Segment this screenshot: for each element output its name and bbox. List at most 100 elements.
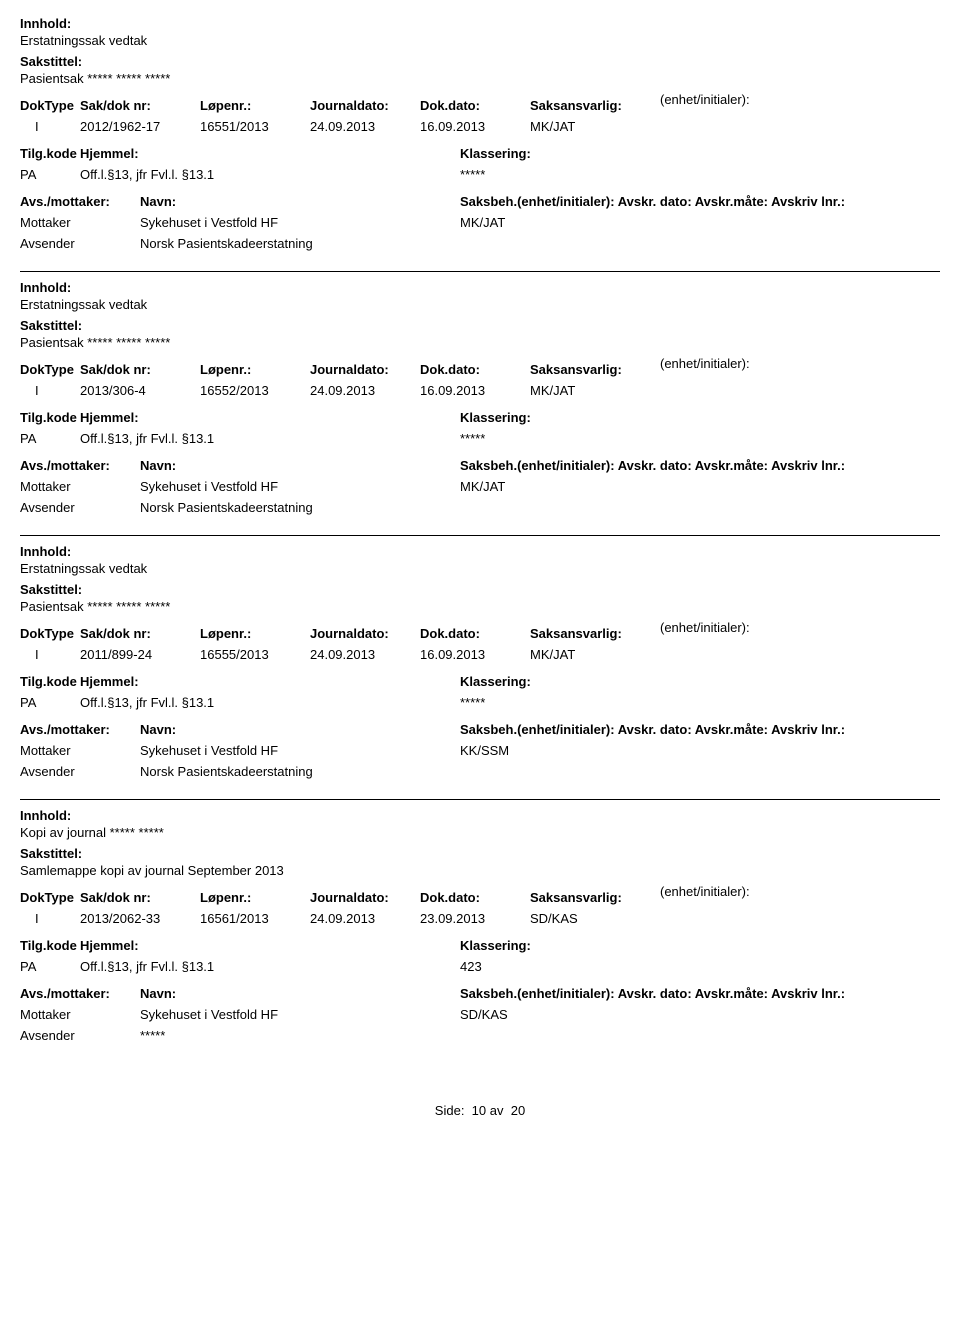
mottaker-navn: Sykehuset i Vestfold HF [140, 479, 460, 494]
saksansv-label: Saksansvarlig: [530, 98, 660, 113]
lopenr-value: 16555/2013 [200, 647, 310, 662]
enhet-label: (enhet/initialer): [660, 356, 940, 377]
hjemmel-label: Hjemmel: [80, 146, 460, 161]
innhold-value: Erstatningssak vedtak [20, 561, 940, 576]
sakdok-value: 2013/306-4 [80, 383, 200, 398]
enhet-value [660, 383, 940, 398]
avsender-navn: Norsk Pasientskadeerstatning [140, 236, 460, 251]
sakstittel-label: Sakstittel: [20, 582, 940, 597]
saksansv-label: Saksansvarlig: [530, 890, 660, 905]
journal-record: Innhold: Erstatningssak vedtak Sakstitte… [20, 544, 940, 800]
mottaker-saksbeh: KK/SSM [460, 743, 940, 758]
klassering-label: Klassering: [460, 146, 940, 161]
avsender-role: Avsender [20, 236, 140, 251]
mottaker-role: Mottaker [20, 743, 140, 758]
avsender-navn: Norsk Pasientskadeerstatning [140, 500, 460, 515]
innhold-value: Erstatningssak vedtak [20, 297, 940, 312]
ddato-label: Dok.dato: [420, 98, 530, 113]
saksansv-value: MK/JAT [530, 647, 660, 662]
ddato-value: 16.09.2013 [420, 119, 530, 134]
sakdok-label: Sak/dok nr: [80, 626, 200, 641]
navn-label: Navn: [140, 458, 460, 473]
avsender-role: Avsender [20, 1028, 140, 1043]
footer-page: 10 [472, 1103, 486, 1118]
doktype-value: I [20, 647, 80, 662]
avsmottaker-label: Avs./mottaker: [20, 458, 140, 473]
jdato-value: 24.09.2013 [310, 119, 420, 134]
sakstittel-value: Pasientsak ***** ***** ***** [20, 71, 940, 86]
jdato-value: 24.09.2013 [310, 383, 420, 398]
sakstittel-value: Pasientsak ***** ***** ***** [20, 335, 940, 350]
doktype-value: I [20, 383, 80, 398]
navn-label: Navn: [140, 194, 460, 209]
mottaker-navn: Sykehuset i Vestfold HF [140, 743, 460, 758]
jdato-label: Journaldato: [310, 362, 420, 377]
mottaker-role: Mottaker [20, 479, 140, 494]
lopenr-value: 16551/2013 [200, 119, 310, 134]
journal-record: Innhold: Erstatningssak vedtak Sakstitte… [20, 16, 940, 272]
lopenr-label: Løpenr.: [200, 626, 310, 641]
avsender-navn: Norsk Pasientskadeerstatning [140, 764, 460, 779]
saksbeh-label: Saksbeh.(enhet/initialer): Avskr. dato: … [460, 458, 940, 473]
sakdok-label: Sak/dok nr: [80, 362, 200, 377]
klassering-value: ***** [460, 431, 940, 446]
sakstittel-label: Sakstittel: [20, 318, 940, 333]
journal-record: Innhold: Kopi av journal ***** ***** Sak… [20, 808, 940, 1063]
avsender-saksbeh [460, 500, 940, 515]
saksbeh-label: Saksbeh.(enhet/initialer): Avskr. dato: … [460, 194, 940, 209]
jdato-label: Journaldato: [310, 626, 420, 641]
avsmottaker-label: Avs./mottaker: [20, 986, 140, 1001]
page-footer: Side: 10 av 20 [20, 1103, 940, 1118]
sakdok-value: 2013/2062-33 [80, 911, 200, 926]
saksbeh-label: Saksbeh.(enhet/initialer): Avskr. dato: … [460, 986, 940, 1001]
klassering-label: Klassering: [460, 410, 940, 425]
mottaker-saksbeh: SD/KAS [460, 1007, 940, 1022]
tilgkode-label: Tilg.kode [20, 674, 80, 689]
mottaker-navn: Sykehuset i Vestfold HF [140, 215, 460, 230]
mottaker-role: Mottaker [20, 215, 140, 230]
sakstittel-label: Sakstittel: [20, 54, 940, 69]
enhet-label: (enhet/initialer): [660, 92, 940, 113]
saksbeh-label: Saksbeh.(enhet/initialer): Avskr. dato: … [460, 722, 940, 737]
avsender-saksbeh [460, 764, 940, 779]
doktype-value: I [20, 911, 80, 926]
footer-av: av [490, 1103, 504, 1118]
tilgkode-value: PA [20, 431, 80, 446]
tilgkode-label: Tilg.kode [20, 146, 80, 161]
sakdok-label: Sak/dok nr: [80, 890, 200, 905]
saksansv-label: Saksansvarlig: [530, 362, 660, 377]
sakstittel-label: Sakstittel: [20, 846, 940, 861]
klassering-label: Klassering: [460, 938, 940, 953]
avsender-navn: ***** [140, 1028, 460, 1043]
lopenr-label: Løpenr.: [200, 362, 310, 377]
sakstittel-value: Pasientsak ***** ***** ***** [20, 599, 940, 614]
ddato-value: 16.09.2013 [420, 383, 530, 398]
avsender-saksbeh [460, 236, 940, 251]
mottaker-saksbeh: MK/JAT [460, 479, 940, 494]
klassering-value: ***** [460, 695, 940, 710]
jdato-value: 24.09.2013 [310, 911, 420, 926]
lopenr-value: 16561/2013 [200, 911, 310, 926]
hjemmel-value: Off.l.§13, jfr Fvl.l. §13.1 [80, 431, 460, 446]
sakdok-value: 2012/1962-17 [80, 119, 200, 134]
doktype-label: DokType [20, 890, 80, 905]
ddato-value: 16.09.2013 [420, 647, 530, 662]
jdato-label: Journaldato: [310, 890, 420, 905]
tilgkode-label: Tilg.kode [20, 938, 80, 953]
lopenr-label: Løpenr.: [200, 890, 310, 905]
doktype-value: I [20, 119, 80, 134]
saksansv-value: MK/JAT [530, 383, 660, 398]
innhold-label: Innhold: [20, 544, 940, 559]
navn-label: Navn: [140, 986, 460, 1001]
footer-side: Side: [435, 1103, 465, 1118]
tilgkode-label: Tilg.kode [20, 410, 80, 425]
ddato-label: Dok.dato: [420, 362, 530, 377]
klassering-value: ***** [460, 167, 940, 182]
hjemmel-value: Off.l.§13, jfr Fvl.l. §13.1 [80, 959, 460, 974]
tilgkode-value: PA [20, 959, 80, 974]
sakstittel-value: Samlemappe kopi av journal September 201… [20, 863, 940, 878]
innhold-label: Innhold: [20, 16, 940, 31]
hjemmel-label: Hjemmel: [80, 410, 460, 425]
enhet-label: (enhet/initialer): [660, 884, 940, 905]
hjemmel-label: Hjemmel: [80, 938, 460, 953]
